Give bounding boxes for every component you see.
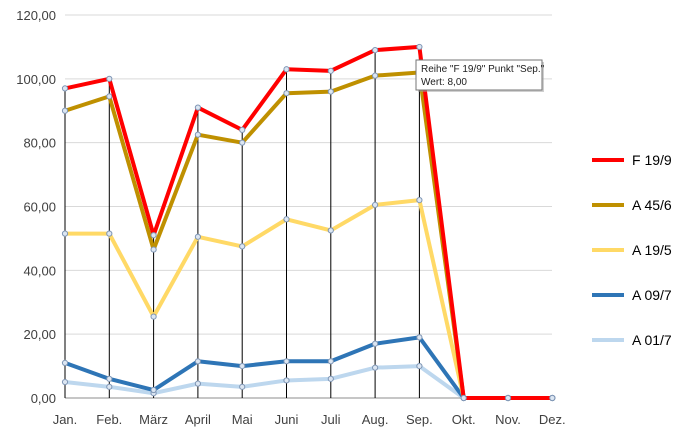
data-point[interactable] [194, 358, 201, 365]
data-point[interactable] [106, 375, 113, 382]
data-point[interactable] [194, 233, 201, 240]
y-tick-label: 0,00 [31, 391, 56, 406]
x-tick-label: Nov. [495, 412, 521, 427]
data-point[interactable] [327, 88, 334, 95]
data-point[interactable] [150, 313, 157, 320]
x-tick-label: Aug. [362, 412, 389, 427]
y-tick-label: 20,00 [23, 327, 56, 342]
axes: 0,00 20,00 40,00 60,00 80,00 100,00 120,00 Jan.… [16, 8, 565, 427]
data-point[interactable] [283, 66, 290, 73]
data-point[interactable] [416, 197, 423, 204]
data-point[interactable] [327, 375, 334, 382]
data-point[interactable] [239, 139, 246, 146]
data-point[interactable] [372, 340, 379, 347]
legend-entry-label: A 45/6 [632, 197, 672, 213]
data-point[interactable] [327, 227, 334, 234]
series-line-1[interactable] [63, 335, 555, 400]
series-line-4[interactable] [63, 44, 555, 400]
data-point[interactable] [372, 364, 379, 371]
data-point[interactable] [283, 358, 290, 365]
tooltip-line-1: Reihe "F 19/9" Punkt "Sep." [421, 64, 545, 75]
x-tick-label: Jan. [53, 412, 78, 427]
data-point[interactable] [61, 85, 69, 92]
y-tick-label: 100,00 [16, 72, 56, 87]
y-tick-label: 60,00 [23, 200, 56, 215]
legend: F 19/9 A 45/6 A 19/5 A 09/7 A 01/7 [592, 152, 672, 348]
data-point[interactable] [61, 378, 69, 386]
data-point[interactable] [416, 362, 423, 370]
data-point[interactable] [61, 359, 69, 366]
series-line-0[interactable] [63, 364, 555, 400]
data-point[interactable] [106, 383, 113, 390]
x-tick-label: April [185, 412, 211, 427]
legend-entry-label: A 09/7 [632, 287, 672, 303]
x-tick-label: Dez. [539, 412, 566, 427]
legend-entry-label: F 19/9 [632, 152, 672, 168]
x-tick-label: Sep. [406, 412, 433, 427]
y-tick-label: 40,00 [23, 263, 56, 278]
data-point[interactable] [372, 201, 379, 209]
data-point[interactable] [61, 107, 69, 114]
data-point[interactable] [106, 230, 113, 237]
data-point[interactable] [150, 232, 157, 239]
data-point[interactable] [194, 380, 201, 387]
x-tick-label: Juni [275, 412, 299, 427]
data-point[interactable] [327, 358, 334, 365]
y-tick-label: 120,00 [16, 8, 56, 23]
data-tooltip: Reihe "F 19/9" Punkt "Sep." Wert: 8,00 [415, 59, 545, 92]
data-point[interactable] [150, 386, 157, 394]
x-tick-label: Juli [321, 412, 341, 427]
data-point[interactable] [239, 383, 246, 390]
data-point[interactable] [460, 394, 467, 402]
data-point[interactable] [194, 131, 201, 138]
series-line-3[interactable] [63, 70, 555, 400]
data-point[interactable] [61, 230, 69, 237]
data-point[interactable] [106, 75, 113, 82]
x-tick-label: Mai [232, 412, 253, 427]
x-tick-label: Feb. [96, 412, 122, 427]
legend-entry-label: A 19/5 [632, 242, 672, 258]
series-line-2[interactable] [63, 198, 555, 400]
data-point[interactable] [549, 394, 556, 402]
series-lines [61, 43, 556, 402]
data-point[interactable] [283, 377, 290, 384]
x-tick-label: März [139, 412, 168, 427]
data-point[interactable] [372, 47, 379, 54]
data-point[interactable] [504, 394, 512, 402]
data-point[interactable] [239, 126, 246, 133]
tooltip-box [415, 59, 543, 91]
data-point[interactable] [150, 246, 157, 253]
data-point[interactable] [106, 93, 113, 100]
data-point[interactable] [416, 43, 423, 51]
data-point[interactable] [239, 362, 246, 370]
x-tick-label: Okt. [452, 412, 476, 427]
data-point[interactable] [283, 216, 290, 223]
data-point[interactable] [239, 243, 246, 250]
data-point[interactable] [194, 104, 201, 111]
y-tick-label: 80,00 [23, 136, 56, 151]
legend-entry-label: A 01/7 [632, 332, 672, 348]
data-point[interactable] [283, 90, 290, 97]
data-point[interactable] [372, 72, 379, 79]
data-point[interactable] [416, 334, 423, 341]
data-point[interactable] [327, 67, 334, 74]
tooltip-line-2: Wert: 8,00 [421, 77, 467, 88]
